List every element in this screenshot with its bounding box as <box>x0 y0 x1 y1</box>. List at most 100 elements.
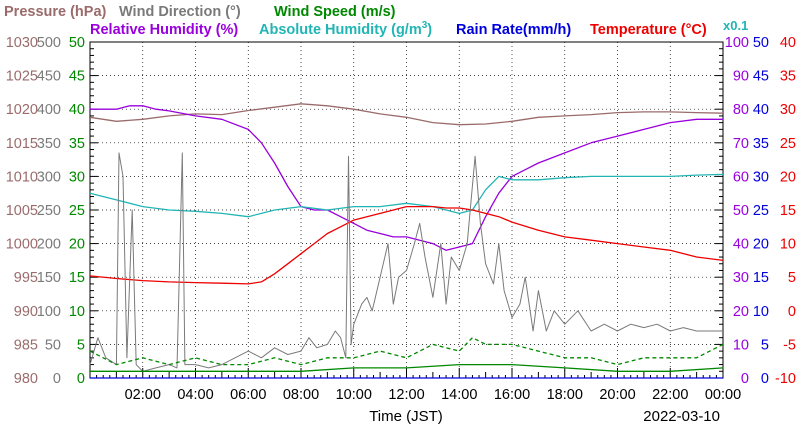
temperature-tick-label: 20 <box>780 169 796 185</box>
temperature-tick-label: 35 <box>780 69 796 85</box>
rain-rate-tick-label: 15 <box>753 270 769 286</box>
relative-humidity-tick-label: 50 <box>733 203 749 219</box>
wind-direction-tick-label: 200 <box>37 237 61 253</box>
grid <box>90 42 723 378</box>
x-axis-title: Time (JST) <box>369 408 443 425</box>
rain-rate-tick-label: 50 <box>753 35 769 51</box>
wind-direction-tick-label: 500 <box>37 35 61 51</box>
rain-rate-axis-title: Rain Rate(mm/h) <box>456 22 571 38</box>
relative-humidity-tick-label: 40 <box>733 237 749 253</box>
temperature-tick-label: 25 <box>780 136 796 152</box>
wind-direction-tick-label: 50 <box>45 337 61 353</box>
temperature-tick-label: -5 <box>783 337 796 353</box>
relative-humidity-tick-label: 20 <box>733 304 749 320</box>
series-pressure-hpa <box>89 103 724 126</box>
temperature-tick-label: 5 <box>788 270 796 286</box>
series-wind-speed-m-s-average <box>90 363 724 372</box>
left-axes: 1030102510201015101010051000995990985980… <box>6 35 85 387</box>
rain-rate-tick-label: 10 <box>753 304 769 320</box>
relative-humidity-tick-label: 60 <box>733 169 749 185</box>
absolute-humidity-label-end: ) <box>427 22 432 38</box>
pressure-tick-label: 1000 <box>6 237 38 253</box>
absolute-humidity-multiplier: x0.1 <box>723 18 748 33</box>
wind-direction-tick-label: 350 <box>37 136 61 152</box>
wind-speed-tick-label: 45 <box>69 69 85 85</box>
pressure-tick-label: 1025 <box>6 69 38 85</box>
pressure-tick-label: 995 <box>14 270 38 286</box>
axis-ticks <box>89 41 724 379</box>
rain-rate-tick-label: 40 <box>753 102 769 118</box>
pressure-tick-label: 1005 <box>6 203 38 219</box>
relative-humidity-tick-label: 70 <box>733 136 749 152</box>
series-layer <box>89 103 724 379</box>
rain-rate-tick-label: 20 <box>753 237 769 253</box>
wind-speed-tick-label: 0 <box>77 371 85 387</box>
absolute-humidity-label-sup: 3 <box>422 20 428 31</box>
pressure-tick-label: 1030 <box>6 35 38 51</box>
wind-speed-tick-label: 35 <box>69 136 85 152</box>
pressure-tick-label: 1015 <box>6 136 38 152</box>
series-relative-humidity <box>90 105 723 251</box>
pressure-tick-label: 980 <box>14 371 38 387</box>
wind-direction-tick-label: 300 <box>37 169 61 185</box>
relative-humidity-tick-label: 100 <box>725 35 749 51</box>
rain-rate-tick-label: 25 <box>753 203 769 219</box>
x-tick-label: 04:00 <box>177 387 213 403</box>
wind-direction-axis-title: Wind Direction (°) <box>119 4 241 20</box>
x-tick-label: 12:00 <box>388 387 424 403</box>
x-tick-label: 10:00 <box>336 387 372 403</box>
x-tick-label: 16:00 <box>494 387 530 403</box>
x-axis: 02:00 04:00 06:00 08:00 10:00 12:00 14:00 16:00… <box>125 387 742 403</box>
x-tick-label: 02:00 <box>125 387 161 403</box>
series-wind-speed-m-s <box>89 337 724 366</box>
wind-speed-tick-label: 30 <box>69 169 85 185</box>
series-wind-direction <box>89 152 723 372</box>
wind-speed-tick-label: 15 <box>69 270 85 286</box>
wind-direction-tick-label: 0 <box>53 371 61 387</box>
right-axes: 1009080706050403020100504540353025201510… <box>725 35 796 387</box>
x-tick-label: 14:00 <box>441 387 477 403</box>
rain-rate-tick-label: 45 <box>753 69 769 85</box>
wind-speed-tick-label: 50 <box>69 35 85 51</box>
x-tick-label: 06:00 <box>230 387 266 403</box>
pressure-tick-label: 990 <box>14 304 38 320</box>
x-tick-label: 18:00 <box>547 387 583 403</box>
pressure-axis-title: Pressure (hPa) <box>4 4 107 20</box>
series-temperature-c <box>89 205 724 285</box>
wind-speed-tick-label: 20 <box>69 237 85 253</box>
temperature-tick-label: 30 <box>780 102 796 118</box>
temperature-tick-label: -10 <box>775 371 796 387</box>
wind-speed-tick-label: 10 <box>69 304 85 320</box>
relative-humidity-tick-label: 10 <box>733 337 749 353</box>
pressure-tick-label: 1010 <box>6 169 38 185</box>
temperature-tick-label: 15 <box>780 203 796 219</box>
rain-rate-tick-label: 5 <box>761 337 769 353</box>
relative-humidity-tick-label: 0 <box>741 371 749 387</box>
x-tick-label: 22:00 <box>652 387 688 403</box>
relative-humidity-tick-label: 80 <box>733 102 749 118</box>
chart-date: 2022-03-10 <box>643 408 720 425</box>
wind-direction-tick-label: 450 <box>37 69 61 85</box>
temperature-axis-title: Temperature (°C) <box>590 22 707 38</box>
wind-speed-tick-label: 25 <box>69 203 85 219</box>
x-tick-label: 08:00 <box>283 387 319 403</box>
pressure-tick-label: 1020 <box>6 102 38 118</box>
rain-rate-tick-label: 30 <box>753 169 769 185</box>
absolute-humidity-label: Absolute Humidity (g/m <box>259 22 422 38</box>
temperature-tick-label: 0 <box>788 304 796 320</box>
pressure-tick-label: 985 <box>14 337 38 353</box>
wind-speed-tick-label: 40 <box>69 102 85 118</box>
wind-direction-tick-label: 100 <box>37 304 61 320</box>
rain-rate-tick-label: 0 <box>761 371 769 387</box>
x-tick-label: 00:00 <box>705 387 741 403</box>
wind-direction-tick-label: 250 <box>37 203 61 219</box>
wind-speed-tick-label: 5 <box>77 337 85 353</box>
wind-direction-tick-label: 150 <box>37 270 61 286</box>
wind-speed-axis-title: Wind Speed (m/s) <box>274 4 396 20</box>
absolute-humidity-axis-title: Absolute Humidity (g/m3) <box>259 20 432 38</box>
x-tick-label: 20:00 <box>599 387 635 403</box>
rain-rate-tick-label: 35 <box>753 136 769 152</box>
relative-humidity-tick-label: 30 <box>733 270 749 286</box>
relative-humidity-axis-title: Relative Humidity (%) <box>90 22 238 38</box>
